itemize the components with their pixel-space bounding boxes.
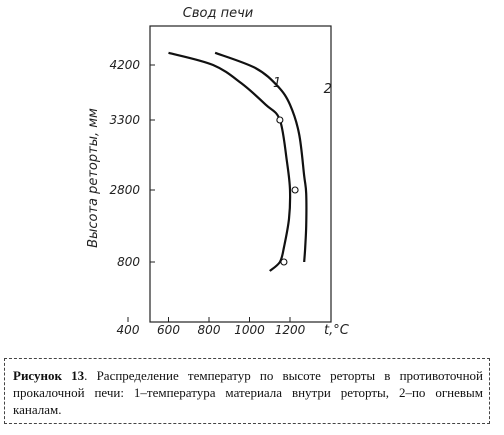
x-tick-label: 400 bbox=[117, 323, 140, 337]
caption-label: Рисунок 13 bbox=[13, 368, 85, 383]
series-label-1: 1 bbox=[273, 76, 281, 91]
chart: Свод печи Высота реторты, мм t,°C 400 600… bbox=[86, 6, 350, 338]
x-tick-label: 600 bbox=[157, 323, 180, 337]
series-line-2 bbox=[214, 51, 308, 263]
x-tick-label: 1000 bbox=[234, 323, 265, 337]
y-tick-labels: 4200 3300 2800 800 bbox=[109, 58, 155, 269]
x-axis-label: t,°C bbox=[324, 323, 350, 338]
data-point-marker bbox=[280, 258, 288, 266]
figure-caption: Рисунок 13. Распределение температур по … bbox=[4, 358, 490, 424]
plot-frame bbox=[149, 25, 332, 323]
y-tick-label: 2800 bbox=[109, 183, 140, 197]
x-tick-labels: 400 600 800 1000 1200 bbox=[117, 317, 306, 337]
caption-text: . Распределение температур по высоте рет… bbox=[13, 368, 483, 417]
series-label-2: 2 bbox=[324, 82, 332, 97]
data-point-marker bbox=[291, 186, 299, 194]
y-tick-label: 4200 bbox=[109, 58, 140, 72]
x-tick-label: 800 bbox=[198, 323, 221, 337]
data-point-marker bbox=[276, 116, 284, 124]
y-tick-label: 800 bbox=[117, 255, 140, 269]
x-tick-label: 1200 bbox=[275, 323, 306, 337]
y-axis-label: Высота реторты, мм bbox=[86, 108, 101, 248]
y-tick-label: 3300 bbox=[109, 113, 140, 127]
series-line-1 bbox=[168, 51, 292, 272]
chart-title: Свод печи bbox=[183, 6, 253, 21]
marker-group bbox=[276, 116, 299, 266]
